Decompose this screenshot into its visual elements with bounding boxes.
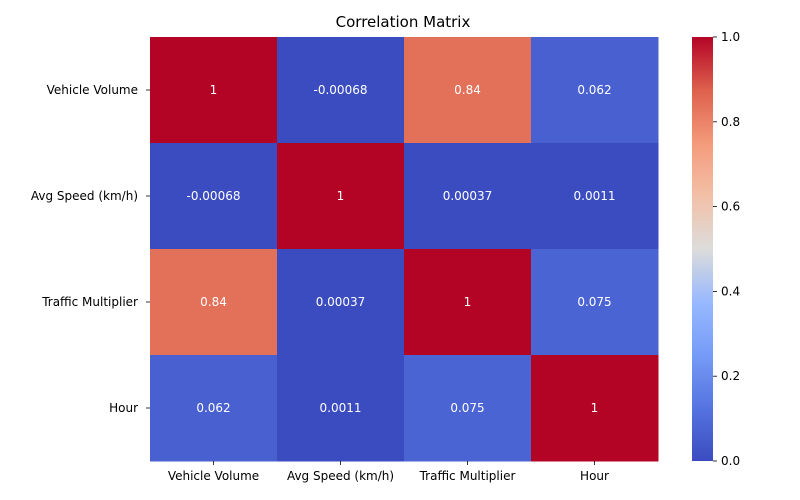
y-tick-label-traffic-multiplier: Traffic Multiplier <box>41 295 138 309</box>
colorbar-tick-label: 0.0 <box>721 454 740 468</box>
heatmap-cell <box>150 143 278 250</box>
cell-value-label: 0.84 <box>454 83 481 97</box>
colorbar-gradient <box>692 37 713 461</box>
colorbar-tick-label: 0.2 <box>721 369 740 383</box>
y-tick-label-avg-speed-km-h: Avg Speed (km/h) <box>31 189 138 203</box>
heatmap-cell <box>277 249 405 356</box>
cell-value-label: 0.062 <box>196 401 230 415</box>
x-tick-label-vehicle-volume: Vehicle Volume <box>168 469 259 483</box>
heatmap-cell <box>404 37 532 144</box>
y-tick-label-vehicle-volume: Vehicle Volume <box>47 83 138 97</box>
cell-value-label: -0.00068 <box>187 189 241 203</box>
heatmap-cell <box>404 355 532 462</box>
heatmap-cells: 1 -0.00068 0.84 0.062 -0.00068 1 0.00037 0.0011… <box>150 37 659 462</box>
cell-value-label: 0.0011 <box>320 401 362 415</box>
x-tick-label-hour: Hour <box>580 469 609 483</box>
cell-value-label: 0.00037 <box>443 189 493 203</box>
cell-value-label: -0.00068 <box>314 83 368 97</box>
y-tick-label-hour: Hour <box>109 401 138 415</box>
cell-value-label: 0.84 <box>200 295 227 309</box>
y-axis: Vehicle Volume Avg Speed (km/h) Traffic Mu… <box>31 83 150 415</box>
cell-value-label: 1 <box>210 83 218 97</box>
heatmap-cell <box>531 249 659 356</box>
colorbar-tick-label: 0.4 <box>721 284 740 298</box>
x-tick-label-avg-speed-km-h: Avg Speed (km/h) <box>287 469 394 483</box>
heatmap-cell <box>150 37 278 144</box>
x-tick-label-traffic-multiplier: Traffic Multiplier <box>419 469 516 483</box>
heatmap-cell <box>277 37 405 144</box>
cell-value-label: 0.062 <box>577 83 611 97</box>
heatmap-cell <box>404 249 532 356</box>
heatmap-cell <box>531 143 659 250</box>
colorbar: 0.0 0.2 0.4 0.6 0.8 1.0 <box>692 30 740 468</box>
heatmap-cell <box>531 37 659 144</box>
heatmap-cell <box>404 143 532 250</box>
colorbar-tick-label: 0.6 <box>721 200 740 214</box>
colorbar-tick-label: 0.8 <box>721 115 740 129</box>
colorbar-tick-label: 1.0 <box>721 30 740 44</box>
heatmap-cell <box>531 355 659 462</box>
cell-value-label: 1 <box>591 401 599 415</box>
heatmap-cell <box>150 355 278 462</box>
x-axis: Vehicle Volume Avg Speed (km/h) Traffic Mu… <box>168 461 609 483</box>
cell-value-label: 0.075 <box>577 295 611 309</box>
cell-value-label: 1 <box>464 295 472 309</box>
chart-title: Correlation Matrix <box>336 13 471 31</box>
heatmap-cell <box>150 249 278 356</box>
heatmap-cell <box>277 355 405 462</box>
heatmap-cell <box>277 143 405 250</box>
cell-value-label: 1 <box>337 189 345 203</box>
cell-value-label: 0.075 <box>450 401 484 415</box>
cell-value-label: 0.00037 <box>316 295 366 309</box>
cell-value-label: 0.0011 <box>574 189 616 203</box>
